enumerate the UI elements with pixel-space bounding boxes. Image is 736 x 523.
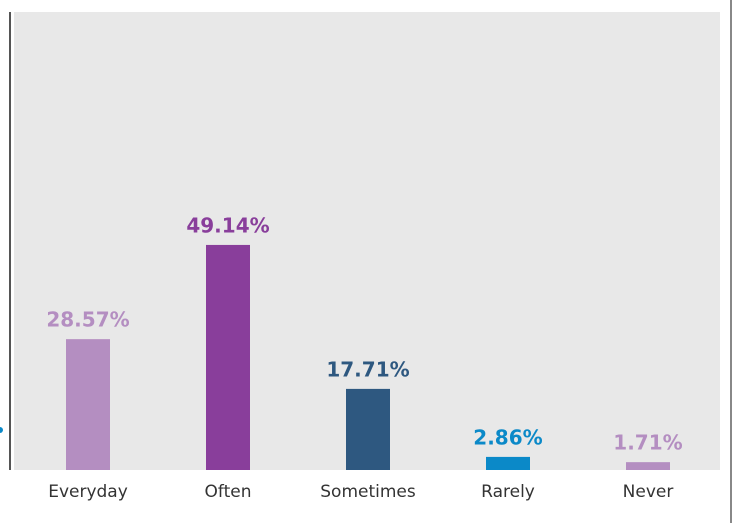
- bar: [206, 244, 250, 470]
- bar: [486, 456, 530, 470]
- x-tick-label: Never: [623, 482, 674, 502]
- data-label: 17.71%: [326, 357, 409, 381]
- data-label: 28.57%: [46, 308, 129, 332]
- data-label: 2.86%: [473, 425, 542, 449]
- edge-marker: [0, 427, 3, 433]
- x-tick-label: Sometimes: [320, 482, 416, 502]
- data-label: 49.14%: [186, 213, 269, 237]
- bar: [66, 339, 110, 470]
- bar: [626, 462, 670, 470]
- x-tick-label: Everyday: [48, 482, 128, 502]
- x-tick-label: Rarely: [481, 482, 535, 502]
- data-label: 1.71%: [613, 431, 682, 455]
- bar: [346, 388, 390, 470]
- x-tick-label: Often: [205, 482, 252, 502]
